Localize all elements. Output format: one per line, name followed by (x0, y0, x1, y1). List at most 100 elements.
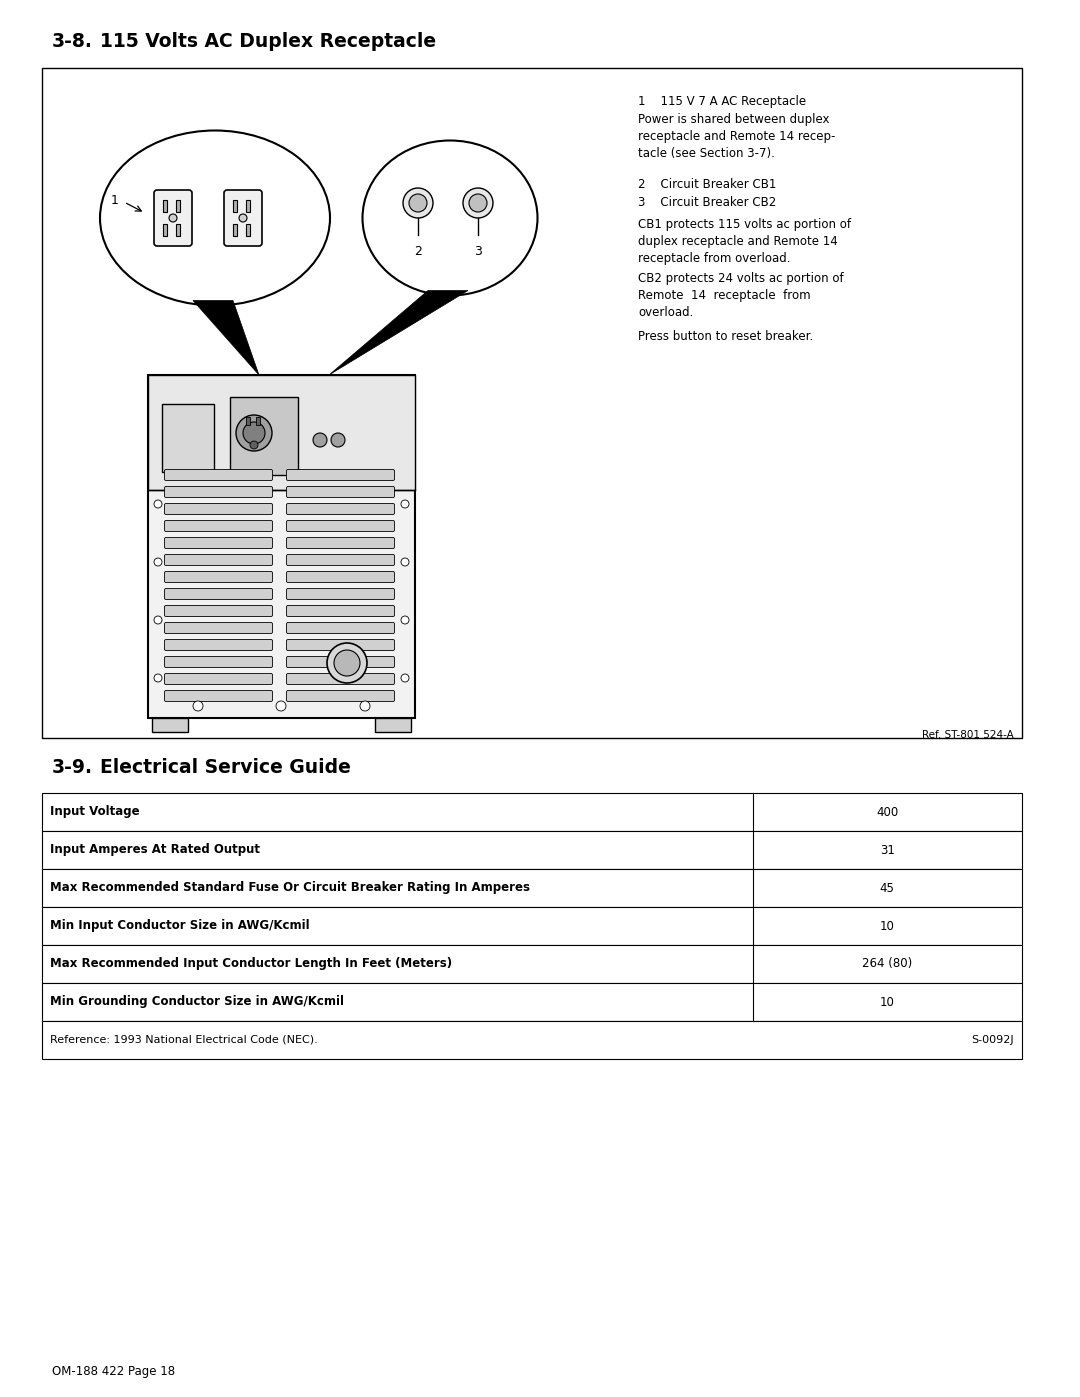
Circle shape (463, 189, 492, 218)
Text: 400: 400 (876, 806, 899, 819)
Circle shape (401, 500, 409, 509)
Circle shape (154, 500, 162, 509)
Polygon shape (329, 291, 468, 374)
FancyBboxPatch shape (286, 657, 394, 668)
Circle shape (237, 415, 272, 451)
Text: S-0092J: S-0092J (971, 1035, 1014, 1045)
Bar (176, 200, 180, 212)
Text: 1: 1 (111, 194, 119, 207)
Text: 3: 3 (474, 244, 482, 258)
Bar (163, 224, 167, 236)
Ellipse shape (100, 130, 330, 306)
FancyBboxPatch shape (286, 469, 394, 481)
Polygon shape (193, 300, 259, 374)
FancyBboxPatch shape (164, 571, 272, 583)
Circle shape (469, 194, 487, 212)
FancyBboxPatch shape (286, 503, 394, 514)
Circle shape (313, 433, 327, 447)
Bar (246, 224, 249, 236)
Circle shape (327, 643, 367, 683)
FancyBboxPatch shape (164, 469, 272, 481)
Bar (152, 718, 188, 732)
Circle shape (168, 214, 177, 222)
Circle shape (401, 673, 409, 682)
Circle shape (239, 214, 247, 222)
FancyBboxPatch shape (286, 605, 394, 616)
FancyBboxPatch shape (286, 555, 394, 566)
Text: 1    115 V 7 A AC Receptacle: 1 115 V 7 A AC Receptacle (638, 95, 806, 108)
Text: OM-188 422 Page 18: OM-188 422 Page 18 (52, 1365, 175, 1377)
Text: Power is shared between duplex
receptacle and Remote 14 recep-
tacle (see Sectio: Power is shared between duplex receptacl… (638, 113, 835, 161)
FancyBboxPatch shape (286, 486, 394, 497)
Text: 3-8.: 3-8. (52, 32, 93, 52)
FancyBboxPatch shape (164, 538, 272, 549)
Bar (42, 1021, 1022, 1059)
FancyBboxPatch shape (164, 503, 272, 514)
Text: 10: 10 (880, 919, 894, 933)
Bar (246, 416, 249, 425)
Text: Max Recommended Input Conductor Length In Feet (Meters): Max Recommended Input Conductor Length I… (50, 957, 453, 971)
FancyBboxPatch shape (286, 521, 394, 531)
FancyBboxPatch shape (286, 640, 394, 651)
Circle shape (154, 557, 162, 566)
Text: Min Grounding Conductor Size in AWG/Kcmil: Min Grounding Conductor Size in AWG/Kcmi… (50, 996, 345, 1009)
FancyBboxPatch shape (164, 623, 272, 633)
Circle shape (360, 701, 370, 711)
Circle shape (243, 422, 265, 444)
Circle shape (193, 701, 203, 711)
Text: Ref. ST-801 524-A: Ref. ST-801 524-A (922, 731, 1014, 740)
Circle shape (276, 701, 286, 711)
FancyBboxPatch shape (164, 690, 272, 701)
Bar (42, 944, 1022, 983)
Circle shape (154, 673, 162, 682)
FancyBboxPatch shape (164, 673, 272, 685)
Bar (42, 68, 1022, 738)
FancyBboxPatch shape (286, 571, 394, 583)
Bar (230, 397, 298, 475)
Bar (42, 831, 1022, 869)
Circle shape (401, 616, 409, 624)
Bar (176, 224, 180, 236)
Text: 2    Circuit Breaker CB1: 2 Circuit Breaker CB1 (638, 177, 777, 191)
Text: 2: 2 (414, 244, 422, 258)
Bar (246, 200, 249, 212)
Text: 10: 10 (880, 996, 894, 1009)
Text: Electrical Service Guide: Electrical Service Guide (100, 759, 351, 777)
Text: Min Input Conductor Size in AWG/Kcmil: Min Input Conductor Size in AWG/Kcmil (50, 919, 310, 933)
FancyBboxPatch shape (286, 538, 394, 549)
Text: 3-9.: 3-9. (52, 759, 93, 777)
Bar (42, 869, 1022, 907)
Bar (256, 416, 260, 425)
Circle shape (401, 557, 409, 566)
Circle shape (249, 441, 258, 448)
Text: 264 (80): 264 (80) (862, 957, 913, 971)
Ellipse shape (363, 141, 538, 296)
FancyBboxPatch shape (164, 521, 272, 531)
FancyBboxPatch shape (286, 673, 394, 685)
FancyBboxPatch shape (164, 657, 272, 668)
Circle shape (330, 433, 345, 447)
Bar (163, 200, 167, 212)
Circle shape (403, 189, 433, 218)
Text: Input Amperes At Rated Output: Input Amperes At Rated Output (50, 844, 260, 856)
FancyBboxPatch shape (224, 190, 262, 246)
FancyBboxPatch shape (164, 640, 272, 651)
Bar (42, 907, 1022, 944)
Text: 3    Circuit Breaker CB2: 3 Circuit Breaker CB2 (638, 196, 777, 210)
Text: Press button to reset breaker.: Press button to reset breaker. (638, 330, 813, 344)
Bar (162, 404, 214, 472)
Bar (42, 983, 1022, 1021)
Bar (233, 200, 237, 212)
Bar (148, 374, 415, 718)
Bar (148, 374, 415, 490)
FancyBboxPatch shape (164, 555, 272, 566)
Text: CB2 protects 24 volts ac portion of
Remote  14  receptacle  from
overload.: CB2 protects 24 volts ac portion of Remo… (638, 272, 843, 319)
Text: CB1 protects 115 volts ac portion of
duplex receptacle and Remote 14
receptacle : CB1 protects 115 volts ac portion of dup… (638, 218, 851, 265)
FancyBboxPatch shape (286, 623, 394, 633)
Bar (375, 718, 411, 732)
Bar (233, 224, 237, 236)
Circle shape (409, 194, 427, 212)
FancyBboxPatch shape (164, 486, 272, 497)
FancyBboxPatch shape (286, 588, 394, 599)
FancyBboxPatch shape (164, 605, 272, 616)
